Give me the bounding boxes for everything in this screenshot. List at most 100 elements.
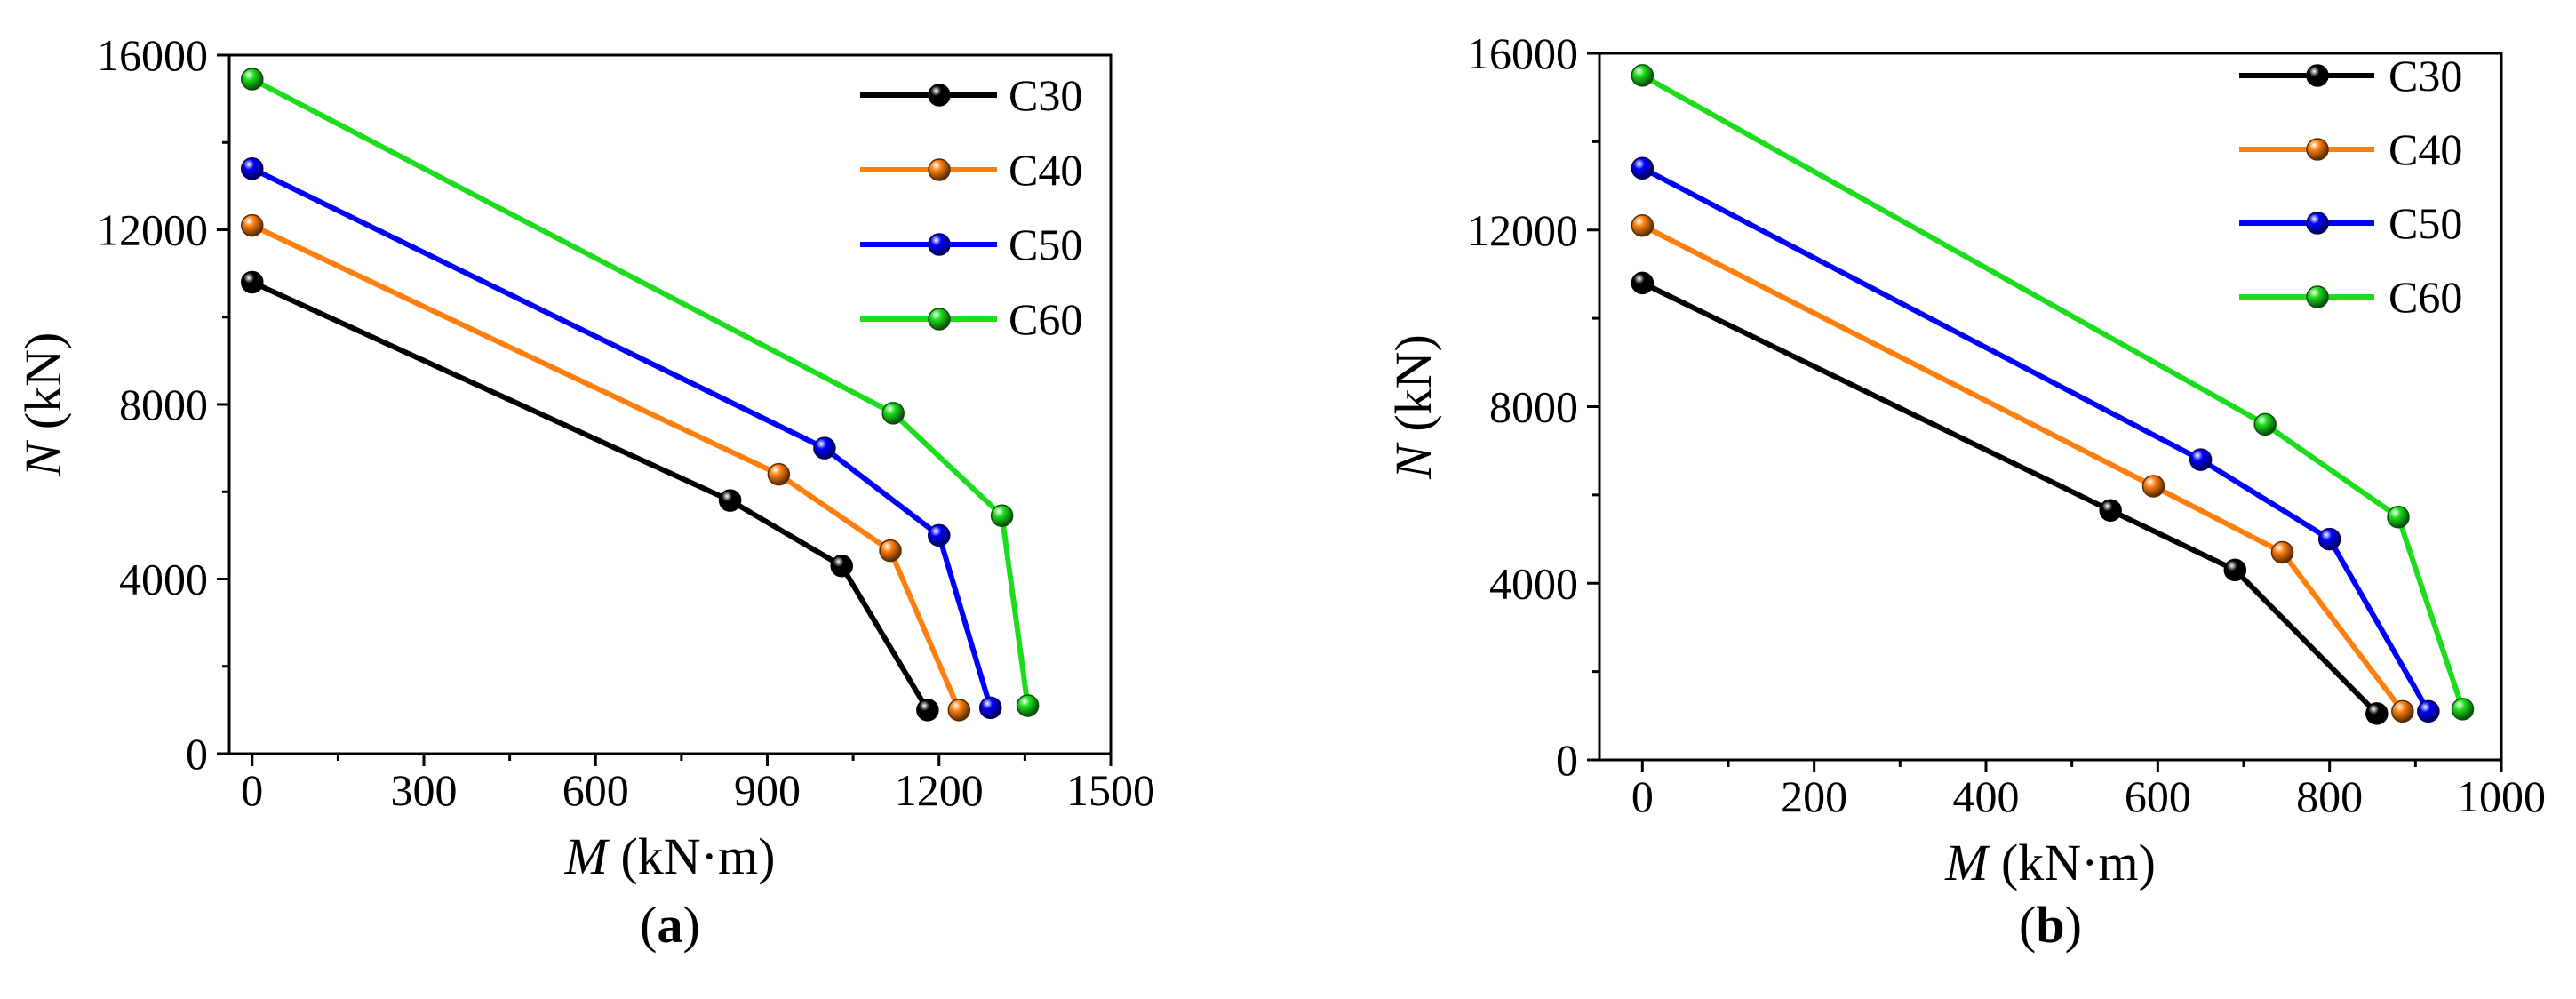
series-c60 — [1631, 64, 2475, 721]
y-tick-label: 4000 — [119, 555, 208, 604]
y-axis-unit: (kN) — [14, 332, 72, 443]
data-point — [1631, 271, 1655, 295]
legend-item-c50: C50 — [2239, 198, 2462, 248]
data-point — [1631, 214, 1655, 237]
data-point — [241, 68, 264, 91]
y-tick-label: 0 — [1556, 735, 1578, 785]
x-tick-label: 200 — [1781, 771, 1847, 821]
legend-label: C60 — [2389, 272, 2462, 322]
x-axis-variable: M — [564, 827, 610, 885]
data-point — [813, 436, 836, 460]
x-tick-label: 900 — [734, 765, 801, 815]
y-axis-title: N (kN) — [14, 332, 72, 478]
x-axis-title: M (kN·m) — [1944, 834, 2156, 891]
y-tick-label: 12000 — [1467, 205, 1578, 255]
x-tick-label: 600 — [2125, 771, 2191, 821]
legend-marker — [2306, 138, 2329, 161]
data-point — [1631, 64, 1655, 87]
y-axis-unit: (kN) — [1384, 334, 1442, 444]
x-tick-label: 1000 — [2457, 771, 2546, 821]
y-tick-label: 16000 — [1467, 28, 1578, 78]
panel-label: (a) — [640, 896, 700, 954]
data-point — [1016, 694, 1040, 717]
legend-item-c60: C60 — [860, 294, 1082, 344]
data-point — [990, 504, 1014, 528]
data-point — [2223, 558, 2247, 582]
series-line — [251, 279, 930, 712]
data-point — [2391, 699, 2414, 723]
series-line — [1640, 73, 2466, 710]
data-point — [947, 699, 971, 722]
legend-item-c60: C60 — [2239, 272, 2462, 322]
series-line — [251, 166, 993, 709]
y-tick-label: 16000 — [97, 30, 208, 80]
series-line — [251, 76, 1031, 707]
legend-item-c30: C30 — [2239, 51, 2462, 100]
y-axis-title: N (kN) — [1384, 334, 1442, 480]
series-line — [1640, 223, 2405, 714]
data-point — [2417, 699, 2440, 723]
legend-label: C40 — [1009, 145, 1082, 195]
legend-label: C50 — [2389, 198, 2462, 248]
y-tick-label: 12000 — [97, 205, 208, 255]
chart-panel-b: 0 200 400 600 800 1000 0 4000 8000 12000 16000 M (k… — [1384, 28, 2546, 954]
data-point — [2317, 527, 2341, 551]
data-point — [881, 402, 905, 425]
legend-label: C30 — [2389, 51, 2462, 100]
data-point — [2141, 475, 2165, 498]
data-point — [2189, 448, 2213, 471]
data-point — [718, 489, 742, 512]
series-c40 — [241, 213, 971, 722]
x-tick-label: 300 — [391, 765, 458, 815]
x-axis-unit: (kN·m) — [1988, 834, 2155, 891]
legend-item-c50: C50 — [860, 220, 1082, 269]
data-point — [241, 213, 264, 237]
data-point — [2270, 540, 2294, 564]
legend-marker — [2306, 64, 2329, 87]
data-point — [2387, 505, 2410, 529]
x-tick-label: 1500 — [1066, 765, 1155, 815]
data-point — [928, 523, 951, 547]
panel-label: (b) — [2019, 896, 2082, 954]
chart-panel-a: 0 300 600 900 1200 1500 0 4000 8000 12000 16000 M (… — [14, 30, 1155, 954]
x-axis-title: M (kN·m) — [564, 827, 776, 885]
x-axis-unit: (kN·m) — [608, 827, 775, 885]
data-point — [1631, 156, 1655, 180]
plot-frame — [1598, 52, 2503, 762]
data-point — [2451, 698, 2475, 721]
legend-label: C60 — [1009, 294, 1082, 344]
legend-label: C40 — [2389, 124, 2462, 174]
legend-item-c40: C40 — [2239, 124, 2462, 174]
legend-label: C50 — [1009, 220, 1082, 269]
series-c40 — [1631, 214, 2414, 723]
legend-marker — [2306, 285, 2329, 308]
legend-marker — [2306, 212, 2329, 235]
x-tick-label: 800 — [2296, 771, 2363, 821]
series-c30 — [241, 270, 939, 722]
y-tick-label: 8000 — [1489, 382, 1578, 432]
data-point — [241, 156, 264, 180]
x-tick-label: 600 — [562, 765, 629, 815]
legend-item-c40: C40 — [860, 145, 1082, 195]
legend-marker — [928, 158, 951, 181]
y-tick-label: 4000 — [1489, 558, 1578, 608]
series-line — [1640, 165, 2431, 713]
x-tick-label: 0 — [241, 765, 263, 815]
x-axis-variable: M — [1944, 834, 1990, 891]
data-point — [879, 539, 902, 563]
x-tick-label: 400 — [1953, 771, 2020, 821]
data-point — [767, 462, 791, 486]
series-c30 — [1631, 271, 2389, 725]
series-c50 — [241, 156, 1002, 720]
series-c60 — [241, 68, 1040, 717]
data-point — [978, 696, 1002, 720]
y-axis-variable: N — [14, 439, 72, 477]
x-tick-label: 1200 — [895, 765, 984, 815]
data-point — [2365, 702, 2389, 725]
data-point — [2099, 499, 2122, 523]
data-point — [2253, 412, 2277, 436]
y-tick-label: 0 — [186, 729, 208, 779]
x-tick-label: 0 — [1631, 771, 1654, 821]
plot-frame — [227, 53, 1113, 755]
